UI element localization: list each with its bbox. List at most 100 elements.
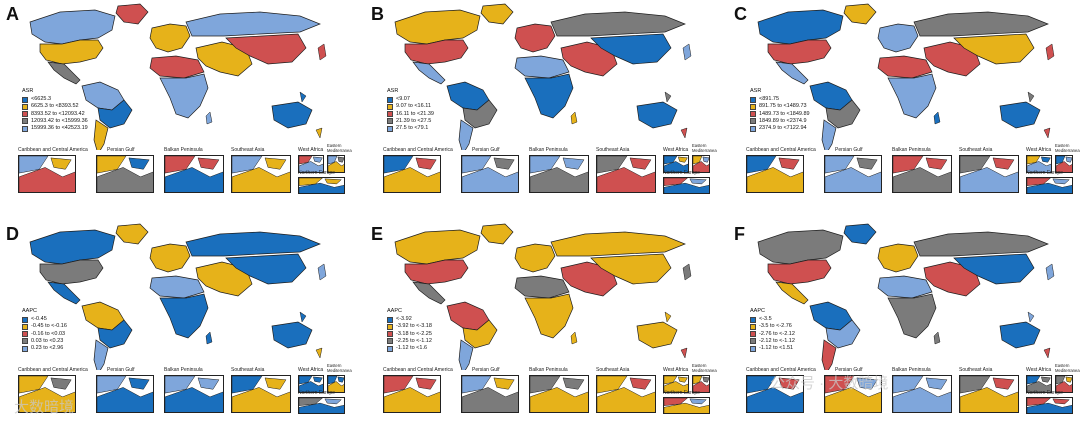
inset-title-balkan: Balkan Peninsula — [892, 367, 931, 373]
legend-swatch — [750, 316, 756, 323]
region-north-africa — [149, 55, 205, 79]
region-greenland — [843, 223, 877, 245]
island-region — [933, 331, 941, 345]
inset-map-westafrica — [298, 155, 324, 173]
inset-region — [960, 167, 1018, 192]
inset-region — [693, 376, 703, 385]
inset-map-persian — [96, 155, 154, 193]
inset-title-westafrica: West Africa — [1026, 367, 1052, 373]
region-brazil — [462, 99, 498, 129]
region-south-america-south — [821, 339, 837, 370]
inset-region — [747, 167, 803, 192]
inset-region — [693, 156, 703, 165]
inset-title-caribbean: Caribbean and Central America — [383, 367, 453, 373]
legend-item: -1.12 to <1.6 — [387, 345, 432, 352]
inset-map-northeu — [1026, 397, 1073, 414]
region-greenland — [843, 3, 877, 25]
inset-region — [1027, 182, 1072, 193]
legend-swatch — [750, 345, 756, 352]
region-europe — [877, 23, 919, 53]
inset-region — [960, 156, 991, 174]
region-east-asia — [225, 33, 307, 65]
inset-region — [312, 376, 323, 383]
region-usa — [39, 259, 104, 285]
inset-region — [324, 398, 342, 405]
inset-region — [264, 377, 287, 390]
inset-title-persian: Persian Gulf — [107, 147, 135, 153]
inset-region — [825, 376, 855, 394]
inset-map-eastmed — [327, 155, 345, 173]
region-east-asia — [590, 33, 672, 65]
inset-map-balkan — [529, 375, 589, 413]
inset-region — [299, 402, 344, 413]
inset-title-seasia: Southeast Asia — [596, 367, 630, 373]
inset-region — [312, 156, 323, 163]
inset-map-balkan — [164, 155, 224, 193]
inset-title-seasia: Southeast Asia — [959, 147, 993, 153]
legend-item: 0.23 to <2.96 — [22, 345, 67, 352]
inset-region — [702, 376, 709, 383]
region-middle-east-south-asia — [195, 41, 253, 77]
island-region — [664, 311, 672, 323]
inset-title-caribbean: Caribbean and Central America — [383, 147, 453, 153]
legend-label: 0.23 to <2.96 — [31, 344, 64, 351]
legend-label: -2.12 to <-1.12 — [759, 337, 795, 344]
inset-title-westafrica: West Africa — [663, 367, 689, 373]
inset-row: Caribbean and Central America Persian Gul… — [0, 363, 352, 419]
legend-item: 0.03 to <0.23 — [22, 338, 67, 345]
legend-swatch — [387, 96, 393, 103]
inset-region — [1027, 156, 1041, 165]
inset-title-eastmed: Eastern Mediterranea — [1055, 143, 1080, 153]
legend-title: ASR — [750, 88, 762, 94]
panel-label: D — [6, 224, 19, 244]
inset-map-northeu — [663, 397, 710, 414]
legend-label: 1489.73 to <1849.89 — [759, 110, 810, 117]
legend-item: 27.5 to <79.1 — [387, 125, 434, 132]
legend-swatch — [750, 125, 756, 132]
legend-swatch — [22, 323, 28, 330]
inset-region — [328, 161, 344, 172]
inset-region — [778, 377, 800, 390]
world-map — [29, 223, 327, 370]
world-map — [29, 3, 327, 150]
inset-region — [197, 377, 220, 390]
inset-region — [264, 157, 287, 170]
inset-region — [629, 157, 652, 170]
watermark-right: 公众号 · 大数暗境 — [770, 375, 889, 392]
inset-title-northeu: Northern Europe — [1026, 390, 1063, 396]
legend-label: 27.5 to <79.1 — [396, 124, 429, 131]
region-north-africa — [877, 275, 933, 299]
inset-region — [128, 157, 150, 170]
inset-region — [1027, 402, 1072, 413]
inset-title-northeu: Northern Europe — [1026, 170, 1063, 176]
inset-region — [415, 157, 437, 170]
region-greenland — [115, 223, 149, 245]
inset-title-eastmed: Eastern Mediterranea — [327, 143, 352, 153]
legend-label: 8393.52 to <12093.42 — [31, 110, 85, 117]
panel-label: B — [371, 4, 384, 24]
region-canada — [757, 229, 844, 265]
legend-swatch — [750, 103, 756, 110]
region-east-asia — [953, 33, 1035, 65]
legend-swatch — [387, 316, 393, 323]
legend-swatch — [750, 111, 756, 118]
legend-label: -2.76 to <-2.12 — [759, 330, 795, 337]
island-region — [1043, 347, 1051, 359]
region-mexico — [412, 61, 446, 85]
world-map — [757, 223, 1055, 370]
inset-map-persian — [824, 155, 882, 193]
inset-row: Caribbean and Central America Persian Gul… — [728, 143, 1080, 199]
inset-region — [1040, 376, 1051, 383]
inset-title-seasia: Southeast Asia — [596, 147, 630, 153]
island-region — [317, 263, 327, 281]
legend-label: <-0.45 — [31, 316, 47, 323]
legend-item: 12093.42 to <15999.36 — [22, 118, 88, 125]
inset-region — [19, 167, 75, 192]
inset-region — [893, 156, 924, 174]
inset-map-caribbean — [746, 375, 804, 413]
inset-map-persian — [824, 375, 882, 413]
inset-region — [299, 178, 323, 186]
inset-region — [597, 376, 628, 394]
region-north-africa — [877, 55, 933, 79]
inset-map-seasia — [959, 375, 1019, 413]
